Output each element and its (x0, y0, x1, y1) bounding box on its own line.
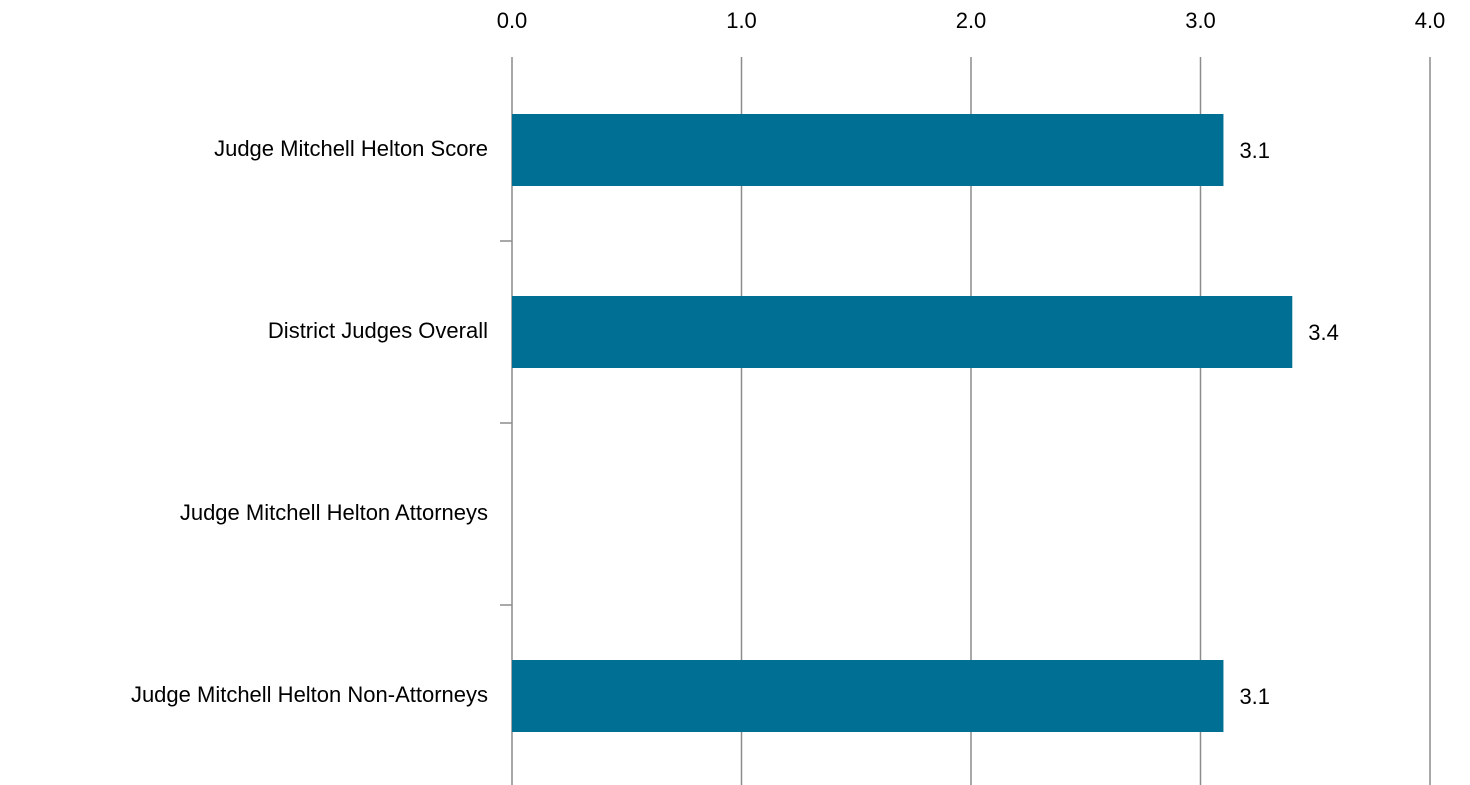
y-tick-label: District Judges Overall (268, 318, 488, 343)
y-tick-label: Judge Mitchell Helton Non-Attorneys (131, 682, 488, 707)
data-label: 3.1 (1239, 684, 1270, 709)
x-tick-label: 4.0 (1415, 8, 1446, 33)
data-label: 3.4 (1308, 320, 1339, 345)
x-tick-label: 1.0 (726, 8, 757, 33)
x-tick-label: 3.0 (1185, 8, 1216, 33)
bar (512, 114, 1224, 186)
bar (512, 296, 1293, 368)
bar (512, 660, 1224, 732)
x-tick-label: 2.0 (956, 8, 987, 33)
y-tick-label: Judge Mitchell Helton Attorneys (180, 500, 488, 525)
y-tick-label: Judge Mitchell Helton Score (214, 136, 488, 161)
data-label: 3.1 (1239, 138, 1270, 163)
x-tick-label: 0.0 (497, 8, 528, 33)
